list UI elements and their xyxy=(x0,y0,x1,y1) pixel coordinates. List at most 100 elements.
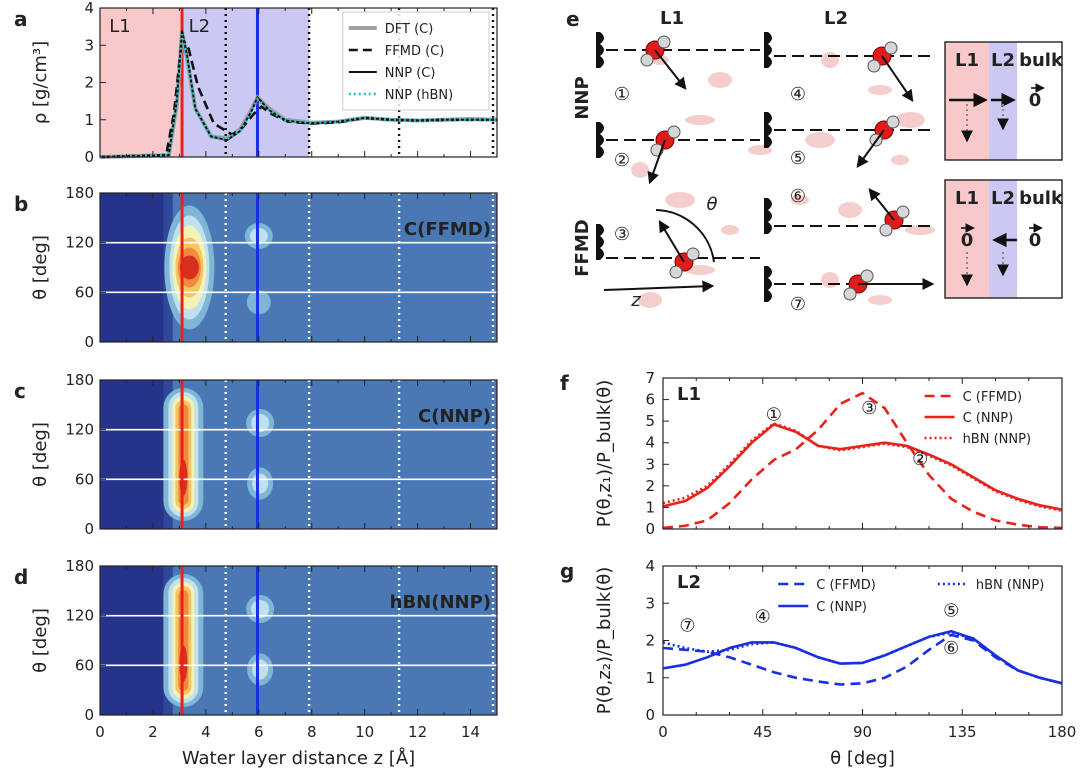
water-background xyxy=(685,265,715,275)
x-tick-label: 6 xyxy=(254,723,264,741)
y-tick-label: 1 xyxy=(645,669,655,687)
dipole-arrow xyxy=(856,129,885,168)
hydrogen-atom xyxy=(879,223,893,237)
y-tick-label: 4 xyxy=(645,557,655,575)
legend-entry: C (FFMD) xyxy=(963,390,1023,405)
legend-entry: FFMD (C) xyxy=(385,44,445,59)
panel-label-a: a xyxy=(14,7,28,31)
dipole-arrow xyxy=(654,49,687,90)
panel-label-b: b xyxy=(14,192,28,216)
y-tick-label: 2 xyxy=(645,632,655,650)
hydrogen-atom xyxy=(884,41,898,55)
circled-marker: ⑦ xyxy=(679,616,695,637)
heatmap-depleted-region xyxy=(100,193,164,342)
dipole-arrow xyxy=(868,188,895,221)
circled-marker: ③ xyxy=(861,398,877,419)
schematic-label-L2: L2 xyxy=(991,188,1015,209)
x-tick-label: 0 xyxy=(658,723,668,741)
legend-entry: C (NNP) xyxy=(963,411,1014,426)
series-line xyxy=(99,33,497,159)
y-axis-label: P(θ,z₂)/P_bulk(θ) xyxy=(594,567,615,715)
hydrogen-atom xyxy=(843,287,857,301)
water-background xyxy=(891,155,909,165)
circled-marker: ④ xyxy=(755,606,771,627)
y-tick-label: 120 xyxy=(65,421,94,439)
y-axis-label: θ [deg] xyxy=(30,608,51,673)
water-background xyxy=(868,85,892,95)
y-tick-label: 60 xyxy=(75,656,94,674)
wall-icon xyxy=(764,198,772,234)
wall-icon xyxy=(596,32,604,68)
schematic-label-L1: L1 xyxy=(955,188,979,209)
wall-icon xyxy=(764,32,772,68)
y-tick-label: 180 xyxy=(65,371,94,389)
y-tick-label: 0 xyxy=(84,706,94,724)
heatmap-depleted-region xyxy=(100,566,164,715)
hydrogen-atom xyxy=(640,53,654,67)
schematic-zero: 0 xyxy=(1029,230,1042,251)
legend-entry: DFT (C) xyxy=(385,22,434,37)
circled-number: ② xyxy=(614,150,630,171)
y-tick-label: 60 xyxy=(75,283,94,301)
x-tick-label: 4 xyxy=(201,723,211,741)
column-label-L2: L2 xyxy=(824,8,848,29)
y-tick-label: 4 xyxy=(645,434,655,452)
x-axis-label: θ [deg] xyxy=(830,748,895,769)
water-background xyxy=(708,72,732,88)
z-axis-symbol: z xyxy=(630,290,641,311)
x-tick-label: 0 xyxy=(95,723,105,741)
circled-number: ④ xyxy=(790,84,806,105)
y-tick-label: 1 xyxy=(645,498,655,516)
y-tick-label: 6 xyxy=(645,391,655,409)
row-label-FFMD: FFMD xyxy=(572,219,593,276)
y-tick-label: 0 xyxy=(84,148,94,166)
y-axis-label: θ [deg] xyxy=(30,235,51,300)
series-line xyxy=(662,631,1063,685)
circled-number: ⑥ xyxy=(790,186,806,207)
y-tick-label: 0 xyxy=(84,520,94,538)
y-tick-label: 3 xyxy=(84,36,94,54)
hydrogen-atom xyxy=(886,115,900,129)
theta-arc xyxy=(655,209,715,263)
heatmap-contour xyxy=(252,473,269,494)
heatmap-contour xyxy=(179,255,199,280)
legend-entry: C (NNP) xyxy=(816,600,867,615)
panel-f: 0 1 2 3 4 5 6 7 L1 ① ③ ② P(θ,z₁)/P_bulk(θ) f C (FFMD) C… xyxy=(560,369,1063,538)
heatmap-contour xyxy=(252,659,269,680)
x-tick-label: 12 xyxy=(408,723,427,741)
panel-d: hBN(NNP) 0 2 4 6 8 10 12 14 0 60 120 180 θ [deg] Water… xyxy=(14,557,498,769)
panel-inner-label: L1 xyxy=(677,384,701,405)
x-tick-label: 14 xyxy=(461,723,480,741)
circled-number: ⑦ xyxy=(790,294,806,315)
hydrogen-atom xyxy=(867,59,881,73)
panel-d-frame xyxy=(99,565,498,716)
wall-icon xyxy=(596,224,604,260)
legend-entry: C (FFMD) xyxy=(816,578,876,593)
dipole-arrow xyxy=(647,139,666,185)
water-background xyxy=(838,202,862,218)
panel-c: C(NNP) 0 60 120 180 θ [deg]c xyxy=(14,371,498,538)
y-tick-label: 120 xyxy=(65,234,94,252)
water-background xyxy=(868,295,892,305)
panel-b-frame xyxy=(99,192,498,343)
series-line xyxy=(662,422,1063,511)
circled-number: ① xyxy=(614,84,630,105)
y-tick-label: 2 xyxy=(645,477,655,495)
heatmap-title: C(NNP) xyxy=(418,406,491,427)
hydrogen-atom xyxy=(669,265,683,279)
x-tick-label: 45 xyxy=(753,723,772,741)
region-L1 xyxy=(100,8,183,157)
y-tick-label: 180 xyxy=(65,557,94,575)
x-tick-label: 2 xyxy=(148,723,158,741)
region-label-L2: L2 xyxy=(189,16,210,37)
y-tick-label: 120 xyxy=(65,607,94,625)
circled-number: ③ xyxy=(614,224,630,245)
y-tick-label: 2 xyxy=(84,74,94,92)
theta-symbol: θ xyxy=(706,194,717,215)
x-tick-label: 8 xyxy=(307,723,317,741)
x-axis-label: Water layer distance z [Å] xyxy=(182,747,415,769)
heatmap-contour xyxy=(251,600,270,619)
y-axis-label: P(θ,z₁)/P_bulk(θ) xyxy=(594,380,615,528)
